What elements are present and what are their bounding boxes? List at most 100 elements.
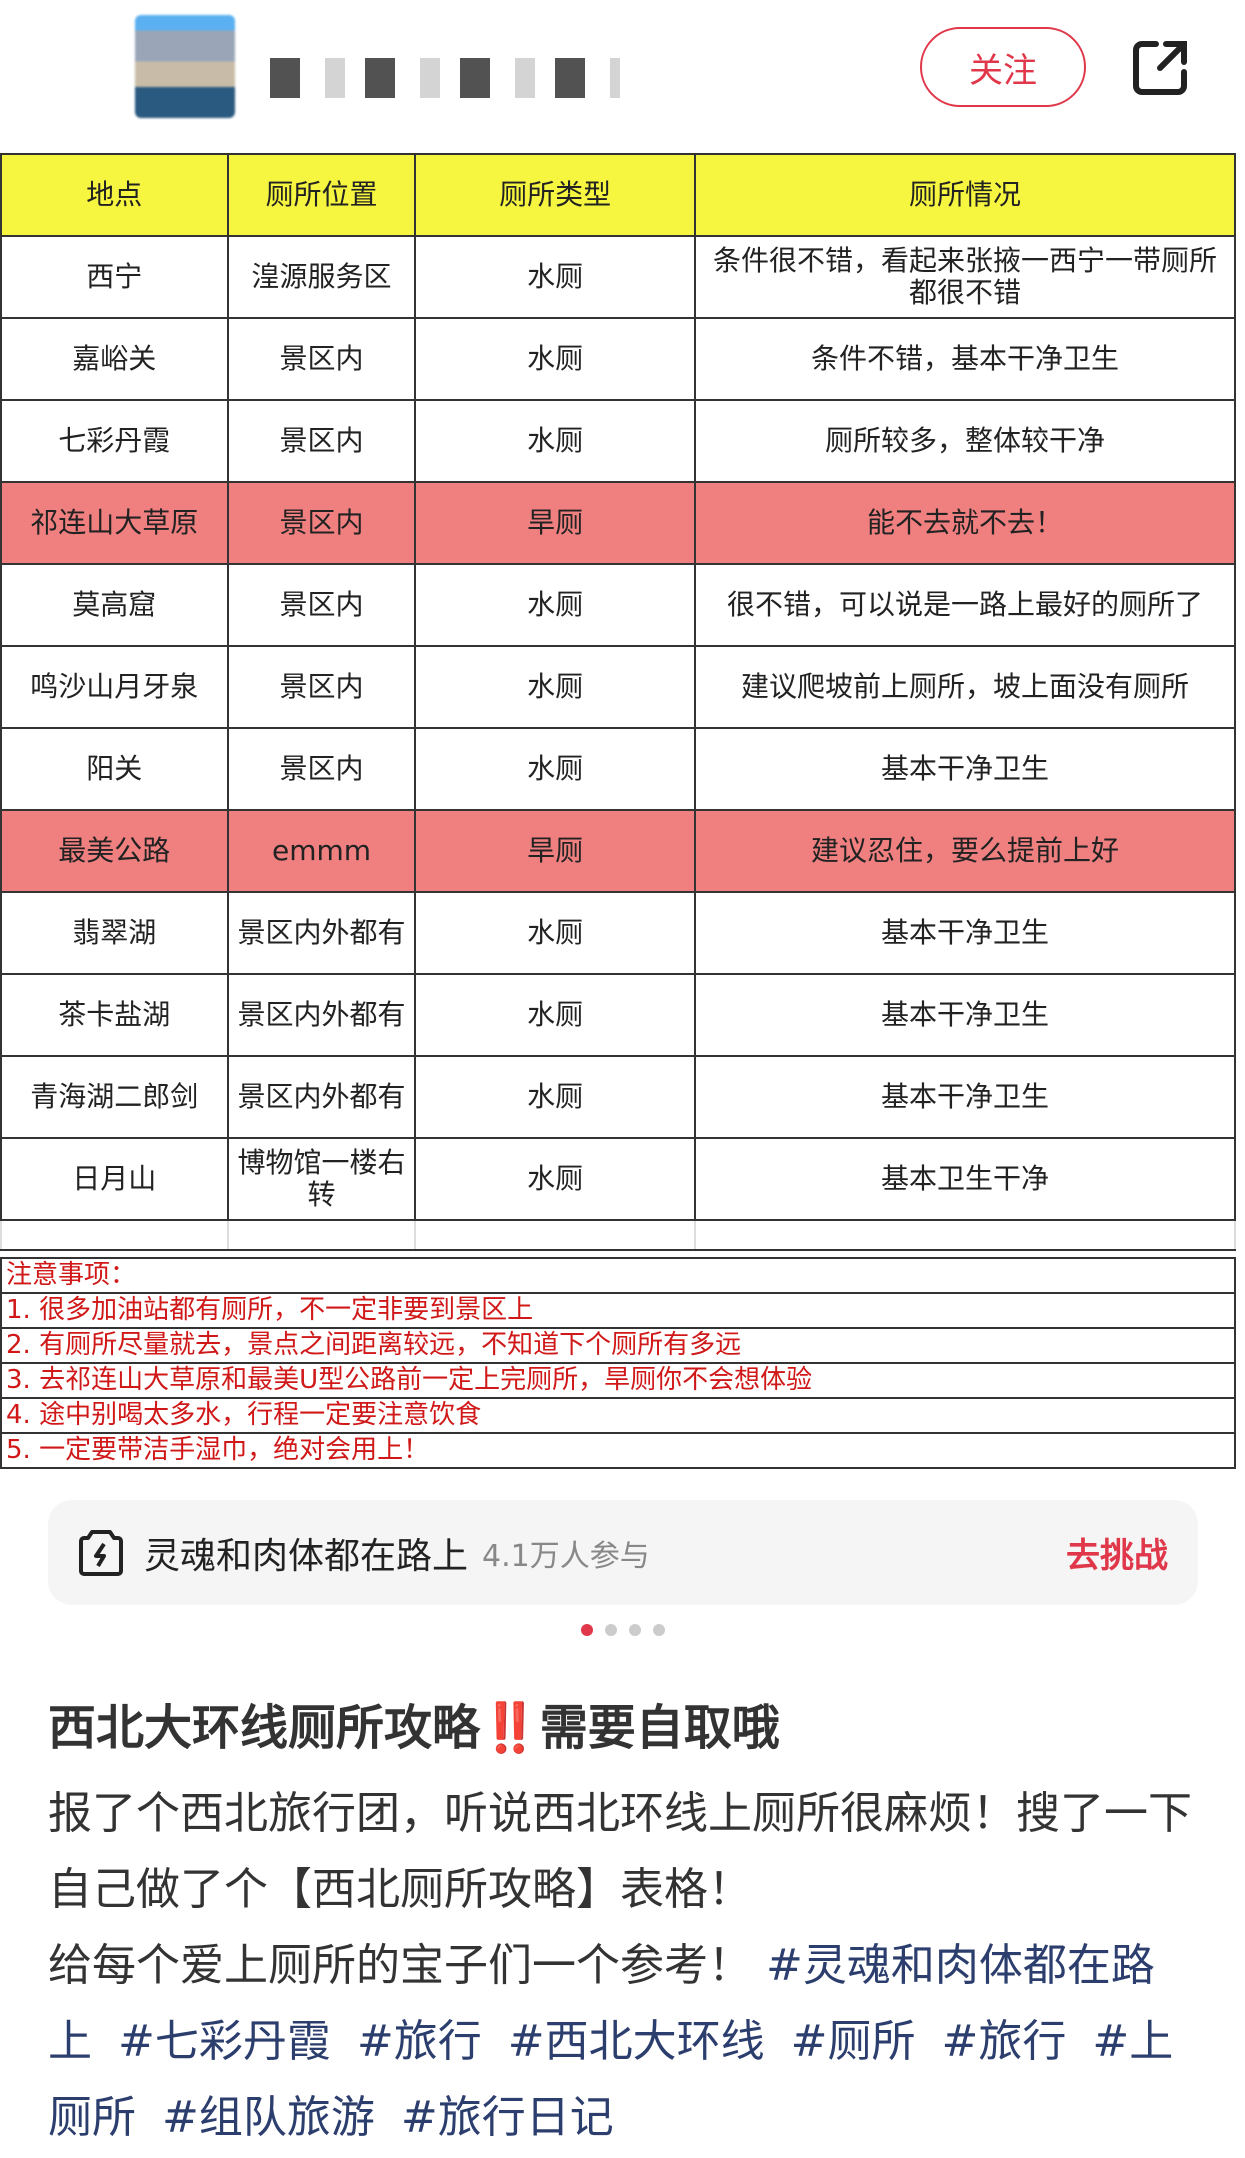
challenge-name: 灵魂和肉体都在路上 — [144, 1535, 469, 1577]
cell-type: 水厕 — [414, 645, 696, 729]
note-item: 4. 途中别喝太多水，行程一定要注意饮食 — [0, 1399, 1236, 1434]
empty-cell — [226, 1219, 417, 1251]
carousel-indicator[interactable] — [0, 1624, 1245, 1636]
challenge-participants: 4.1万人参与 — [482, 1538, 650, 1574]
table-row: 鸣沙山月牙泉 景区内 水厕 建议爬坡前上厕所，坡上面没有厕所 — [0, 645, 1237, 729]
table-header-row: 地点 厕所位置 厕所类型 厕所情况 — [0, 153, 1237, 237]
cell-condition: 建议忍住，要么提前上好 — [693, 809, 1237, 893]
cell-location: 景区内 — [226, 727, 417, 811]
cell-condition: 基本干净卫生 — [693, 1055, 1237, 1139]
cell-location: 景区内 — [226, 317, 417, 401]
header-type: 厕所类型 — [414, 153, 696, 237]
cell-location: 景区内 — [226, 481, 417, 565]
cell-condition: 很不错，可以说是一路上最好的厕所了 — [693, 563, 1237, 647]
join-challenge-button[interactable]: 去挑战 — [1066, 1536, 1168, 1576]
cell-place: 祁连山大草原 — [0, 481, 229, 565]
cell-type: 水厕 — [414, 317, 696, 401]
cell-condition: 基本干净卫生 — [693, 727, 1237, 811]
carousel-dot[interactable] — [652, 1624, 665, 1636]
cell-location: emmm — [226, 809, 417, 893]
cell-place: 茶卡盐湖 — [0, 973, 229, 1057]
header-location: 厕所位置 — [226, 153, 417, 237]
table-row: 莫高窟 景区内 水厕 很不错，可以说是一路上最好的厕所了 — [0, 563, 1237, 647]
empty-cell — [414, 1219, 696, 1251]
hashtag-link[interactable]: #七彩丹霞 — [118, 2016, 331, 2067]
table-row: 嘉峪关 景区内 水厕 条件不错，基本干净卫生 — [0, 317, 1237, 401]
cell-type: 水厕 — [414, 235, 696, 319]
empty-row — [0, 1219, 1237, 1251]
carousel-dot[interactable] — [628, 1624, 641, 1636]
note-item: 1. 很多加油站都有厕所，不一定非要到景区上 — [0, 1294, 1236, 1329]
cell-type: 水厕 — [414, 891, 696, 975]
hashtag-link[interactable]: #西北大环线 — [507, 2016, 765, 2067]
empty-cell — [693, 1219, 1237, 1251]
table-row: 日月山 博物馆一楼右转 水厕 基本卫生干净 — [0, 1137, 1237, 1221]
hashtag-link[interactable]: #上厕所 — [48, 2016, 1174, 2143]
cell-place: 西宁 — [0, 235, 229, 319]
cell-place: 阳关 — [0, 727, 229, 811]
cell-condition: 能不去就不去！ — [693, 481, 1237, 565]
cell-condition: 条件很不错，看起来张掖一西宁一带厕所都很不错 — [693, 235, 1237, 319]
cell-condition: 基本卫生干净 — [693, 1137, 1237, 1221]
carousel-dot[interactable] — [580, 1624, 593, 1636]
table-row: 青海湖二郎剑 景区内外都有 水厕 基本干净卫生 — [0, 1055, 1237, 1139]
body-text-2: 给每个爱上厕所的宝子们一个参考！ — [48, 1940, 752, 1991]
hashtag-link[interactable]: #旅行日记 — [400, 2092, 614, 2143]
toilet-guide-table: 地点 厕所位置 厕所类型 厕所情况 西宁 湟源服务区 水厕 条件很不错，看起来张掖一西… — [0, 153, 1237, 1251]
table-row: 西宁 湟源服务区 水厕 条件很不错，看起来张掖一西宁一带厕所都很不错 — [0, 235, 1237, 319]
carousel-dot[interactable] — [604, 1624, 617, 1636]
cell-location: 景区内 — [226, 399, 417, 483]
avatar[interactable] — [135, 15, 235, 118]
note-item: 3. 去祁连山大草原和最美U型公路前一定上完厕所，旱厕你不会想体验 — [0, 1364, 1236, 1399]
username-blurred[interactable] — [270, 58, 620, 98]
cell-place: 日月山 — [0, 1137, 229, 1221]
cell-place: 七彩丹霞 — [0, 399, 229, 483]
cell-condition: 条件不错，基本干净卫生 — [693, 317, 1237, 401]
body-text: 报了个西北旅行团，听说西北环线上厕所很麻烦！搜了一下自己做了个【西北厕所攻略】表… — [48, 1788, 1192, 1915]
cell-condition: 基本干净卫生 — [693, 973, 1237, 1057]
cell-location: 博物馆一楼右转 — [226, 1137, 417, 1221]
follow-button[interactable]: 关注 — [920, 27, 1086, 107]
double-exclamation-emoji: ‼️ — [480, 1700, 540, 1756]
note-item: 2. 有厕所尽量就去，景点之间距离较远，不知道下个厕所有多远 — [0, 1329, 1236, 1364]
cell-condition: 基本干净卫生 — [693, 891, 1237, 975]
header-place: 地点 — [0, 153, 229, 237]
hashtag-link[interactable]: #厕所 — [790, 2016, 916, 2067]
cell-location: 景区内外都有 — [226, 1055, 417, 1139]
header-condition: 厕所情况 — [693, 153, 1237, 237]
cell-place: 莫高窟 — [0, 563, 229, 647]
table-row: 七彩丹霞 景区内 水厕 厕所较多，整体较干净 — [0, 399, 1237, 483]
cell-type: 水厕 — [414, 973, 696, 1057]
cell-place: 鸣沙山月牙泉 — [0, 645, 229, 729]
table-row: 祁连山大草原 景区内 旱厕 能不去就不去！ — [0, 481, 1237, 565]
challenge-card[interactable]: 灵魂和肉体都在路上 4.1万人参与 去挑战 — [48, 1500, 1198, 1605]
cell-place: 最美公路 — [0, 809, 229, 893]
table-row: 阳关 景区内 水厕 基本干净卫生 — [0, 727, 1237, 811]
cell-type: 水厕 — [414, 1137, 696, 1221]
cell-location: 景区内外都有 — [226, 891, 417, 975]
table-row: 翡翠湖 景区内外都有 水厕 基本干净卫生 — [0, 891, 1237, 975]
empty-cell — [0, 1219, 229, 1251]
hashtag-link[interactable]: #组队旅游 — [162, 2092, 375, 2143]
notes-section: 注意事项： 1. 很多加油站都有厕所，不一定非要到景区上 2. 有厕所尽量就去，景点… — [0, 1257, 1236, 1469]
cell-type: 水厕 — [414, 1055, 696, 1139]
cell-type: 水厕 — [414, 727, 696, 811]
cell-place: 嘉峪关 — [0, 317, 229, 401]
title-text: 西北大环线厕所攻略 — [48, 1700, 481, 1756]
hashtag-link[interactable]: #旅行 — [356, 2016, 482, 2067]
notes-heading: 注意事项： — [0, 1259, 1236, 1294]
cell-location: 景区内 — [226, 645, 417, 729]
cell-type: 旱厕 — [414, 481, 696, 565]
share-icon[interactable] — [1130, 36, 1192, 98]
hashtag-link[interactable]: #旅行 — [941, 2016, 1067, 2067]
cell-type: 水厕 — [414, 563, 696, 647]
cell-location: 湟源服务区 — [226, 235, 417, 319]
post-header: 关注 — [0, 0, 1245, 150]
cell-type: 水厕 — [414, 399, 696, 483]
post-body: 报了个西北旅行团，听说西北环线上厕所很麻烦！搜了一下自己做了个【西北厕所攻略】表… — [48, 1776, 1208, 2156]
hashtag-link[interactable]: #灵魂和肉体都在路上 — [48, 1940, 1155, 2067]
cell-place: 青海湖二郎剑 — [0, 1055, 229, 1139]
lightning-badge-icon — [79, 1529, 123, 1576]
post-title: 西北大环线厕所攻略‼️需要自取哦 — [48, 1688, 780, 1758]
cell-type: 旱厕 — [414, 809, 696, 893]
